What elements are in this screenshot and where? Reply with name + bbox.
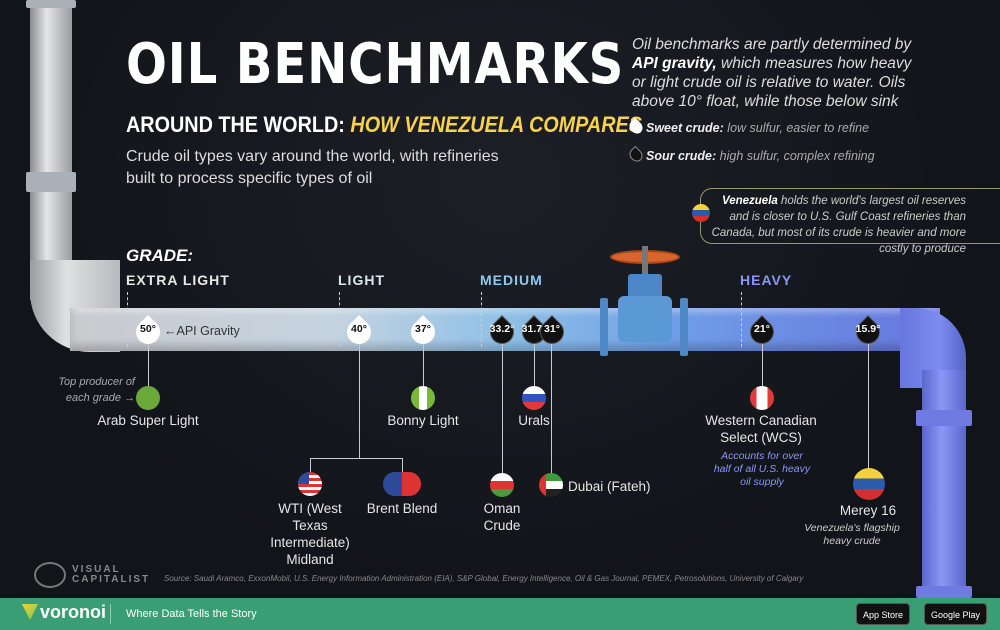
grade-extra-light: EXTRA LIGHT bbox=[126, 272, 230, 288]
saudi-arabia-flag-icon bbox=[136, 386, 160, 410]
pipe-flange bbox=[26, 0, 76, 8]
russia-flag-icon bbox=[522, 386, 546, 410]
benchmark-note: Venezuela's flagship heavy crude bbox=[804, 522, 900, 547]
grade-divider bbox=[339, 292, 340, 347]
pipe-vertical-left bbox=[30, 0, 72, 300]
united-states-flag-icon bbox=[298, 472, 322, 496]
api-value: 31° bbox=[544, 323, 560, 335]
pipe-flange bbox=[916, 410, 972, 426]
canada-flag-icon bbox=[750, 386, 774, 410]
valve-icon bbox=[600, 246, 690, 358]
benchmark-note: Accounts for over half of all U.S. heavy… bbox=[713, 450, 811, 488]
connector-line bbox=[310, 458, 311, 472]
grade-heading: GRADE: bbox=[126, 246, 194, 265]
legend-sweet: Sweet crude: low sulfur, easier to refin… bbox=[626, 117, 869, 137]
benchmark-name: Urals bbox=[518, 413, 550, 428]
united-kingdom-norway-flag-icon bbox=[383, 472, 421, 496]
benchmark-name: Merey 16 bbox=[839, 503, 897, 518]
grade-light: LIGHT bbox=[338, 272, 385, 288]
sour-drop-icon bbox=[626, 145, 646, 165]
app-store-button[interactable]: App Store bbox=[856, 603, 911, 625]
connector-line bbox=[402, 458, 403, 472]
intro-text: Oil benchmarks are partly determined by … bbox=[632, 36, 912, 110]
page-title: OIL BENCHMARKS bbox=[126, 32, 625, 97]
venezuela-flag-icon bbox=[853, 468, 885, 500]
google-play-button[interactable]: Google Play bbox=[924, 603, 988, 625]
venezuela-flag-icon bbox=[692, 204, 710, 222]
benchmark-name: Dubai (Fateh) bbox=[568, 479, 651, 494]
grade-divider bbox=[741, 292, 742, 347]
venezuela-callout: Venezuela holds the world's largest oil … bbox=[700, 188, 1000, 255]
pipe-flange bbox=[916, 586, 972, 598]
connector-line bbox=[423, 340, 424, 388]
background bbox=[0, 0, 1000, 598]
voronoi-logo[interactable]: voronoi bbox=[40, 602, 106, 622]
grade-heavy: HEAVY bbox=[740, 272, 793, 288]
grade-divider bbox=[127, 292, 128, 347]
nigeria-flag-icon bbox=[411, 386, 435, 410]
benchmark-name: Brent Blend bbox=[366, 501, 438, 516]
benchmark-name: WTI (West Texas Intermediate) Midland bbox=[270, 501, 350, 567]
connector-line bbox=[502, 340, 503, 474]
divider bbox=[110, 604, 111, 624]
benchmark-name: Oman Crude bbox=[483, 501, 521, 533]
subtitle: AROUND THE WORLD: HOW VENEZUELA COMPARES bbox=[126, 112, 642, 137]
connector-line bbox=[534, 340, 535, 388]
connector-line bbox=[762, 340, 763, 388]
benchmark-name: Western Canadian Select (WCS) bbox=[705, 413, 817, 445]
visual-capitalist-logo: VISUAL CAPITALIST bbox=[72, 564, 151, 585]
tagline: Where Data Tells the Story bbox=[126, 608, 257, 620]
source-text: Source: Saudi Aramco, ExxonMobil, U.S. E… bbox=[164, 574, 804, 583]
grade-medium: MEDIUM bbox=[480, 272, 543, 288]
api-value: 15.9° bbox=[855, 323, 881, 335]
api-value: 21° bbox=[754, 323, 770, 335]
oman-flag-icon bbox=[490, 473, 514, 497]
connector-line bbox=[148, 340, 149, 388]
api-gravity-annotation: ←API Gravity bbox=[164, 324, 240, 338]
pipe-vertical-right bbox=[922, 370, 966, 598]
footer-bar bbox=[0, 598, 1000, 630]
connector-line bbox=[551, 340, 552, 474]
connector-line bbox=[868, 340, 869, 470]
api-value: 50° bbox=[140, 323, 156, 335]
visual-capitalist-logo-icon bbox=[34, 562, 66, 588]
pipe-flange bbox=[26, 172, 76, 192]
description: Crude oil types vary around the world, w… bbox=[126, 148, 499, 187]
benchmark-name: Arab Super Light bbox=[97, 413, 199, 428]
connector-line bbox=[310, 458, 403, 459]
benchmark-name: Bonny Light bbox=[387, 413, 459, 428]
uae-flag-icon bbox=[539, 473, 563, 497]
api-value: 40° bbox=[351, 323, 367, 335]
legend-sour: Sour crude: high sulfur, complex refinin… bbox=[626, 145, 875, 165]
sweet-drop-icon bbox=[626, 117, 646, 137]
top-producer-annotation: Top producer of each grade → bbox=[58, 376, 135, 404]
grade-divider bbox=[481, 292, 482, 347]
api-value: 33.2° bbox=[489, 323, 515, 335]
connector-line bbox=[359, 340, 360, 458]
api-value: 37° bbox=[415, 323, 431, 335]
